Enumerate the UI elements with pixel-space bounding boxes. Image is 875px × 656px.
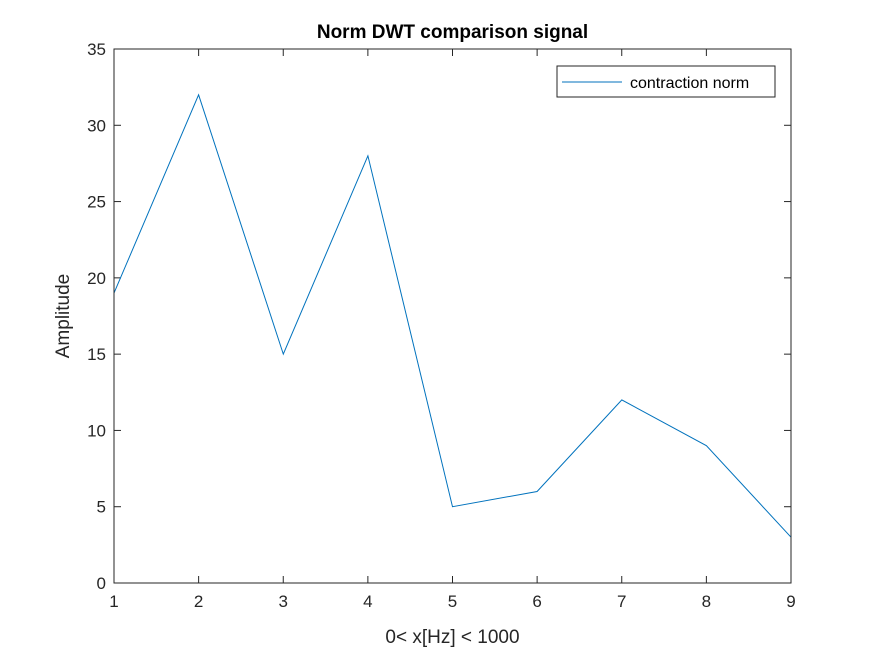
x-tick-label: 9: [786, 592, 795, 611]
plot-area: [114, 49, 791, 583]
x-axis-label: 0< x[Hz] < 1000: [385, 627, 519, 648]
y-tick-label: 25: [87, 193, 106, 212]
x-tick-label: 7: [617, 592, 626, 611]
series-line-contraction-norm: [113, 93, 792, 538]
x-tick-label: 1: [109, 592, 118, 611]
x-tick-label: 2: [194, 592, 203, 611]
y-tick-label: 10: [87, 421, 106, 440]
y-axis-label: Amplitude: [53, 274, 74, 359]
y-tick-label: 35: [87, 40, 106, 59]
y-tick-label: 5: [97, 498, 106, 517]
x-tick-label: 4: [363, 592, 372, 611]
x-tick-label: 3: [279, 592, 288, 611]
x-axis-ticks: 1 2 3 4 5 6 7 8 9: [109, 49, 796, 611]
y-axis-ticks: 0 5 10 15 20 25 30 35: [87, 40, 791, 593]
x-tick-label: 8: [702, 592, 711, 611]
y-tick-label: 20: [87, 269, 106, 288]
legend-entry-label: contraction norm: [630, 75, 749, 92]
chart-title: Norm DWT comparison signal: [317, 22, 588, 43]
y-tick-label: 15: [87, 345, 106, 364]
plot-frame: [113, 48, 792, 584]
y-tick-label: 30: [87, 116, 106, 135]
y-tick-label: 0: [97, 574, 106, 593]
legend: contraction norm: [556, 65, 776, 98]
x-tick-label: 5: [448, 592, 457, 611]
x-tick-label: 6: [532, 592, 541, 611]
